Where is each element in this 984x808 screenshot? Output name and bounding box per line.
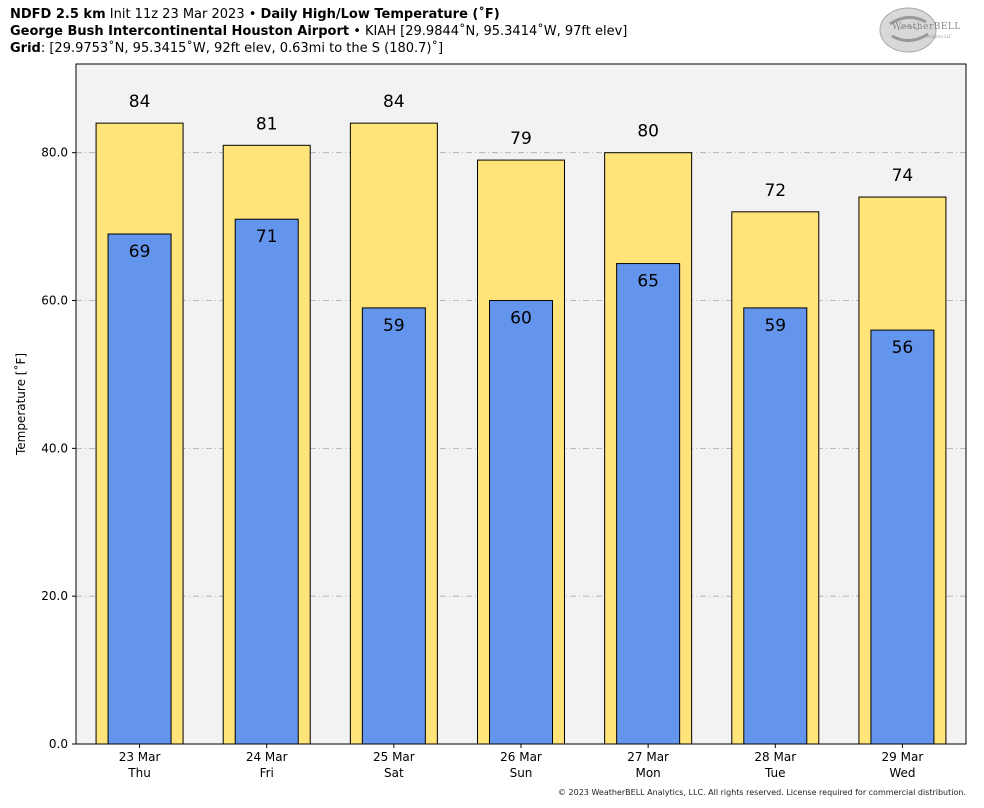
low-bar: [489, 300, 553, 745]
low-bar: [743, 307, 808, 745]
weatherbell-logo-icon: [879, 7, 937, 53]
x-tick-day: Sat: [384, 766, 404, 780]
x-tick-date: 27 Mar: [627, 750, 669, 764]
header-line-1: NDFD 2.5 km Init 11z 23 Mar 2023 • Daily…: [10, 6, 500, 23]
y-axis-label: Temperature [˚F]: [13, 353, 28, 456]
high-value-label: 79: [510, 129, 532, 149]
x-tick-date: 26 Mar: [500, 750, 542, 764]
y-tick-label: 20.0: [41, 589, 68, 603]
x-tick-day: Thu: [127, 766, 151, 780]
copyright-footer: © 2023 WeatherBELL Analytics, LLC. All r…: [558, 788, 966, 797]
logo-subtext: Analytics LLC: [925, 34, 952, 39]
x-tick-day: Tue: [764, 766, 786, 780]
grid-label: Grid: [10, 41, 41, 56]
station-info: • KIAH [29.9844˚N, 95.3414˚W, 97ft elev]: [349, 24, 628, 39]
low-value-label: 60: [510, 309, 532, 329]
x-tick-day: Fri: [260, 766, 274, 780]
x-tick-date: 28 Mar: [754, 750, 796, 764]
low-value-label: 56: [892, 338, 914, 358]
chart-title: Daily High/Low Temperature (˚F): [260, 7, 500, 22]
low-bar: [616, 263, 681, 745]
x-tick-date: 29 Mar: [882, 750, 924, 764]
high-value-label: 81: [256, 114, 278, 134]
low-value-label: 69: [129, 242, 151, 262]
high-value-label: 80: [637, 122, 659, 142]
header-line-3: Grid: [29.9753˚N, 95.3415˚W, 92ft elev, …: [10, 40, 443, 57]
logo-text: WeatherBELL: [892, 22, 961, 32]
high-value-label: 74: [892, 166, 914, 186]
low-value-label: 71: [256, 227, 278, 247]
init-time: Init 11z 23 Mar 2023 •: [105, 7, 261, 22]
high-value-label: 84: [129, 92, 151, 112]
high-value-label: 72: [764, 181, 786, 201]
low-bar: [234, 218, 299, 745]
station-name: George Bush Intercontinental Houston Air…: [10, 24, 350, 39]
x-tick-date: 24 Mar: [246, 750, 288, 764]
y-tick-label: 40.0: [41, 441, 68, 455]
header-line-2: George Bush Intercontinental Houston Air…: [10, 23, 627, 40]
model-name: NDFD 2.5 km: [10, 7, 106, 22]
y-tick-label: 80.0: [41, 146, 68, 160]
grid-info: : [29.9753˚N, 95.3415˚W, 92ft elev, 0.63…: [40, 41, 444, 56]
x-tick-day: Wed: [889, 766, 915, 780]
x-tick-date: 23 Mar: [119, 750, 161, 764]
x-tick-day: Sun: [510, 766, 533, 780]
low-bar: [870, 329, 935, 745]
y-tick-label: 60.0: [41, 294, 68, 308]
low-value-label: 59: [764, 316, 786, 336]
low-value-label: 59: [383, 316, 405, 336]
y-tick-label: 0.0: [49, 737, 68, 751]
plot-frame: [75, 63, 967, 745]
low-value-label: 65: [637, 272, 659, 292]
low-bar: [361, 307, 426, 745]
x-tick-date: 25 Mar: [373, 750, 415, 764]
low-bar: [107, 233, 172, 745]
high-value-label: 84: [383, 92, 405, 112]
x-tick-day: Mon: [635, 766, 660, 780]
plot-area: 0.0 20.0 40.0 60.0 80.0 84 69 23 Mar Thu 81 71 24 M…: [41, 63, 967, 780]
